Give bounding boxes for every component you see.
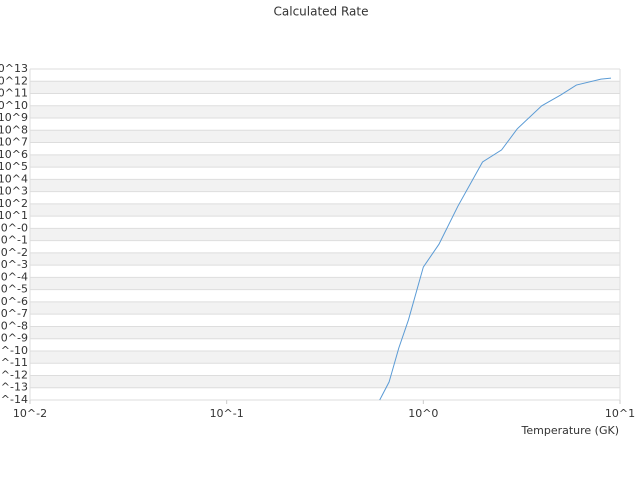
y-tick-label: 10^4: [0, 172, 28, 185]
y-tick-label: 10^3: [0, 185, 28, 198]
y-tick-label: 10^7: [0, 136, 28, 149]
y-tick-label: 10^-3: [0, 258, 28, 271]
y-tick-label: 10^-11: [0, 356, 28, 369]
y-tick-label: 10^9: [0, 111, 28, 124]
grid-band: [30, 277, 620, 290]
y-tick-label: 10^-6: [0, 295, 28, 308]
y-tick-label: 10^1: [0, 209, 28, 222]
grid-band: [30, 154, 620, 168]
grid-band: [30, 375, 620, 388]
y-tick-label: 10^-8: [0, 319, 28, 332]
y-tick-label: 10^-5: [0, 283, 28, 296]
y-tick-label: 10^-2: [0, 246, 28, 259]
y-tick-label: 10^12: [0, 74, 28, 87]
y-tick-label: 10^10: [0, 99, 28, 112]
grid-band: [30, 105, 620, 119]
grid-band: [30, 130, 620, 143]
y-tick-label: 10^5: [0, 160, 28, 173]
grid-band: [30, 179, 620, 192]
y-tick-label: 10^-0: [0, 221, 28, 234]
y-tick-label: 10^6: [0, 148, 28, 161]
x-tick-label: 10^-2: [13, 407, 47, 420]
grid-band: [30, 301, 620, 315]
y-tick-label: 10^8: [0, 123, 28, 136]
y-tick-label: 10^-14: [0, 393, 28, 406]
y-tick-label: 10^-13: [0, 381, 28, 394]
y-tick-label: 10^-7: [0, 307, 28, 320]
y-tick-label: 10^2: [0, 197, 28, 210]
y-tick-label: 10^-10: [0, 344, 28, 357]
grid-band: [30, 228, 620, 241]
grid-band: [30, 81, 620, 94]
y-tick-label: 10^11: [0, 87, 28, 100]
chart-title: Calculated Rate: [274, 5, 369, 19]
grid-band: [30, 326, 620, 339]
x-tick-label: 10^1: [605, 407, 635, 420]
x-tick-label: 10^-1: [210, 407, 244, 420]
y-tick-label: 10^13: [0, 62, 28, 75]
grid-band: [30, 203, 620, 217]
y-tick-label: 10^-9: [0, 332, 28, 345]
x-tick-label: 10^0: [408, 407, 438, 420]
grid-band: [30, 350, 620, 364]
grid-band: [30, 252, 620, 266]
x-axis-label: Temperature (GK): [521, 424, 620, 437]
y-tick-label: 10^-4: [0, 270, 28, 283]
y-tick-label: 10^-1: [0, 234, 28, 247]
line: [379, 77, 612, 401]
y-tick-label: 10^-12: [0, 368, 28, 381]
